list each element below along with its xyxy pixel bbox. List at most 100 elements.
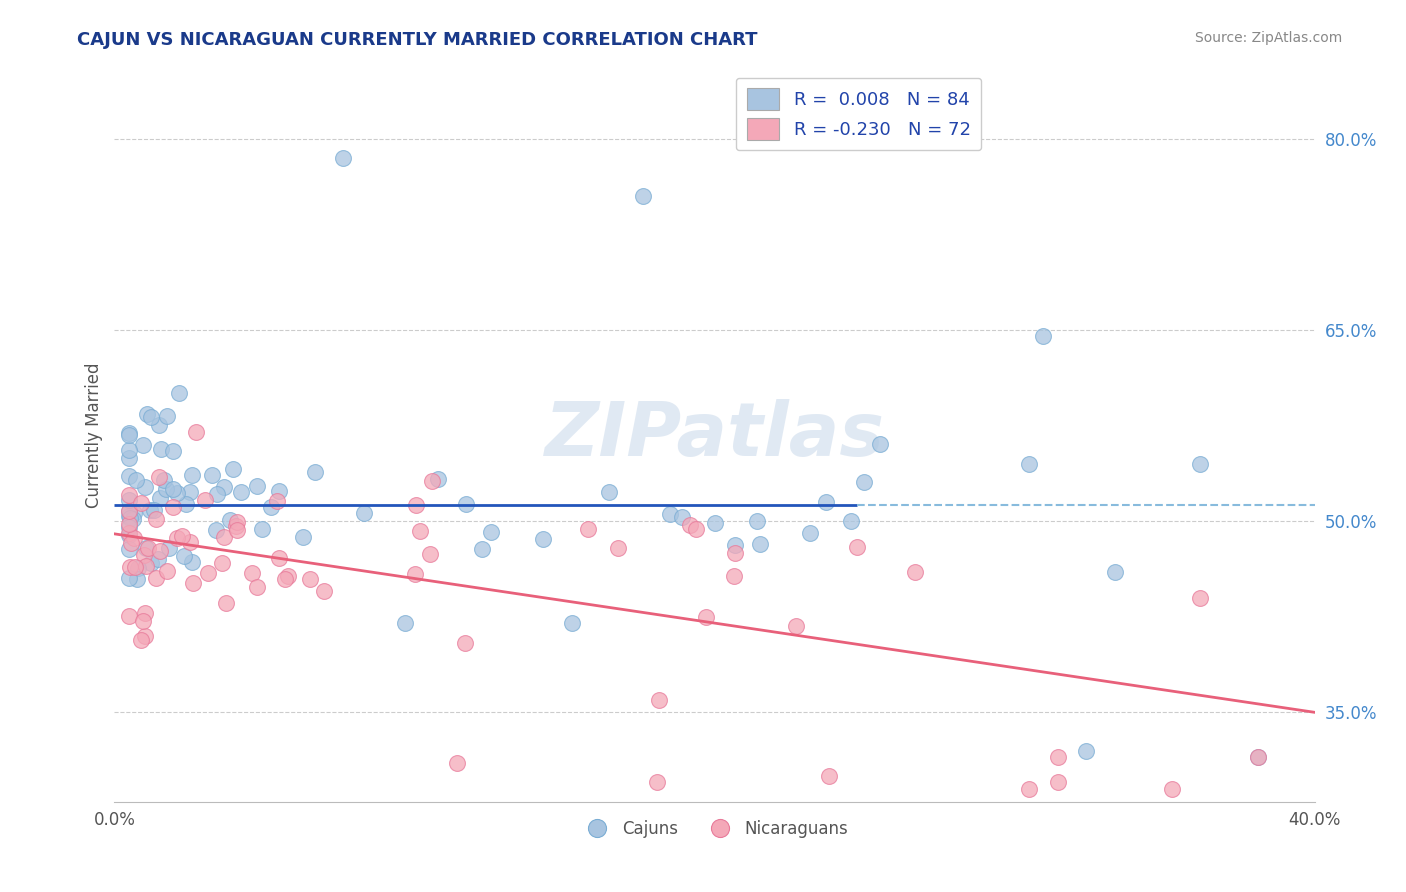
Point	[118, 504, 141, 518]
Point	[214, 596, 236, 610]
Point	[679, 518, 702, 533]
Point	[125, 573, 148, 587]
Point	[135, 558, 157, 573]
Point	[166, 531, 188, 545]
Point	[446, 756, 468, 771]
Point	[212, 530, 235, 544]
Point	[118, 520, 141, 534]
Point	[419, 548, 441, 562]
Point	[225, 519, 247, 533]
Point	[157, 541, 180, 556]
Point	[146, 552, 169, 566]
Point	[277, 569, 299, 583]
Point	[149, 491, 172, 506]
Point	[561, 616, 583, 631]
Point	[118, 571, 141, 585]
Point	[155, 482, 177, 496]
Point	[118, 468, 141, 483]
Point	[222, 462, 245, 476]
Point	[1046, 775, 1069, 789]
Point	[122, 506, 145, 520]
Point	[201, 467, 224, 482]
Point	[173, 549, 195, 563]
Point	[118, 510, 141, 524]
Point	[1032, 329, 1054, 343]
Point	[598, 484, 620, 499]
Point	[129, 632, 152, 647]
Point	[1104, 565, 1126, 579]
Point	[815, 494, 838, 508]
Point	[659, 507, 682, 521]
Point	[148, 470, 170, 484]
Point	[785, 619, 807, 633]
Point	[148, 417, 170, 432]
Point	[1189, 457, 1212, 471]
Point	[180, 468, 202, 483]
Point	[162, 482, 184, 496]
Point	[118, 508, 141, 523]
Point	[723, 569, 745, 583]
Point	[145, 571, 167, 585]
Point	[269, 551, 291, 566]
Point	[145, 512, 167, 526]
Point	[139, 503, 162, 517]
Point	[132, 548, 155, 562]
Point	[186, 425, 208, 439]
Y-axis label: Currently Married: Currently Married	[86, 362, 103, 508]
Point	[1018, 457, 1040, 471]
Point	[170, 529, 193, 543]
Point	[1074, 743, 1097, 757]
Point	[471, 541, 494, 556]
Legend: Cajuns, Nicaraguans: Cajuns, Nicaraguans	[574, 814, 855, 845]
Point	[135, 541, 157, 556]
Point	[299, 572, 322, 586]
Point	[869, 436, 891, 450]
Point	[155, 409, 177, 423]
Point	[179, 485, 201, 500]
Point	[853, 475, 876, 489]
Point	[122, 531, 145, 545]
Text: Source: ZipAtlas.com: Source: ZipAtlas.com	[1195, 31, 1343, 45]
Point	[631, 189, 654, 203]
Point	[132, 614, 155, 628]
Point	[226, 523, 249, 537]
Point	[818, 769, 841, 783]
Point	[426, 472, 449, 486]
Point	[745, 514, 768, 528]
Point	[250, 522, 273, 536]
Point	[246, 479, 269, 493]
Point	[724, 545, 747, 559]
Point	[1189, 591, 1212, 605]
Point	[118, 608, 141, 623]
Point	[118, 442, 141, 457]
Point	[218, 513, 240, 527]
Point	[118, 450, 141, 465]
Point	[576, 522, 599, 536]
Point	[139, 556, 162, 570]
Point	[456, 497, 478, 511]
Text: ZIPatlas: ZIPatlas	[544, 399, 884, 472]
Point	[127, 561, 149, 575]
Point	[194, 492, 217, 507]
Point	[143, 503, 166, 517]
Point	[138, 541, 160, 555]
Point	[704, 516, 727, 530]
Point	[124, 560, 146, 574]
Point	[312, 584, 335, 599]
Point	[156, 564, 179, 578]
Point	[353, 506, 375, 520]
Point	[648, 692, 671, 706]
Point	[149, 544, 172, 558]
Point	[1046, 750, 1069, 764]
Point	[211, 556, 233, 570]
Point	[118, 541, 141, 556]
Point	[695, 610, 717, 624]
Point	[150, 442, 173, 457]
Point	[118, 425, 141, 440]
Point	[246, 580, 269, 594]
Point	[167, 386, 190, 401]
Point	[454, 636, 477, 650]
Point	[118, 527, 141, 541]
Point	[405, 498, 427, 512]
Point	[267, 483, 290, 498]
